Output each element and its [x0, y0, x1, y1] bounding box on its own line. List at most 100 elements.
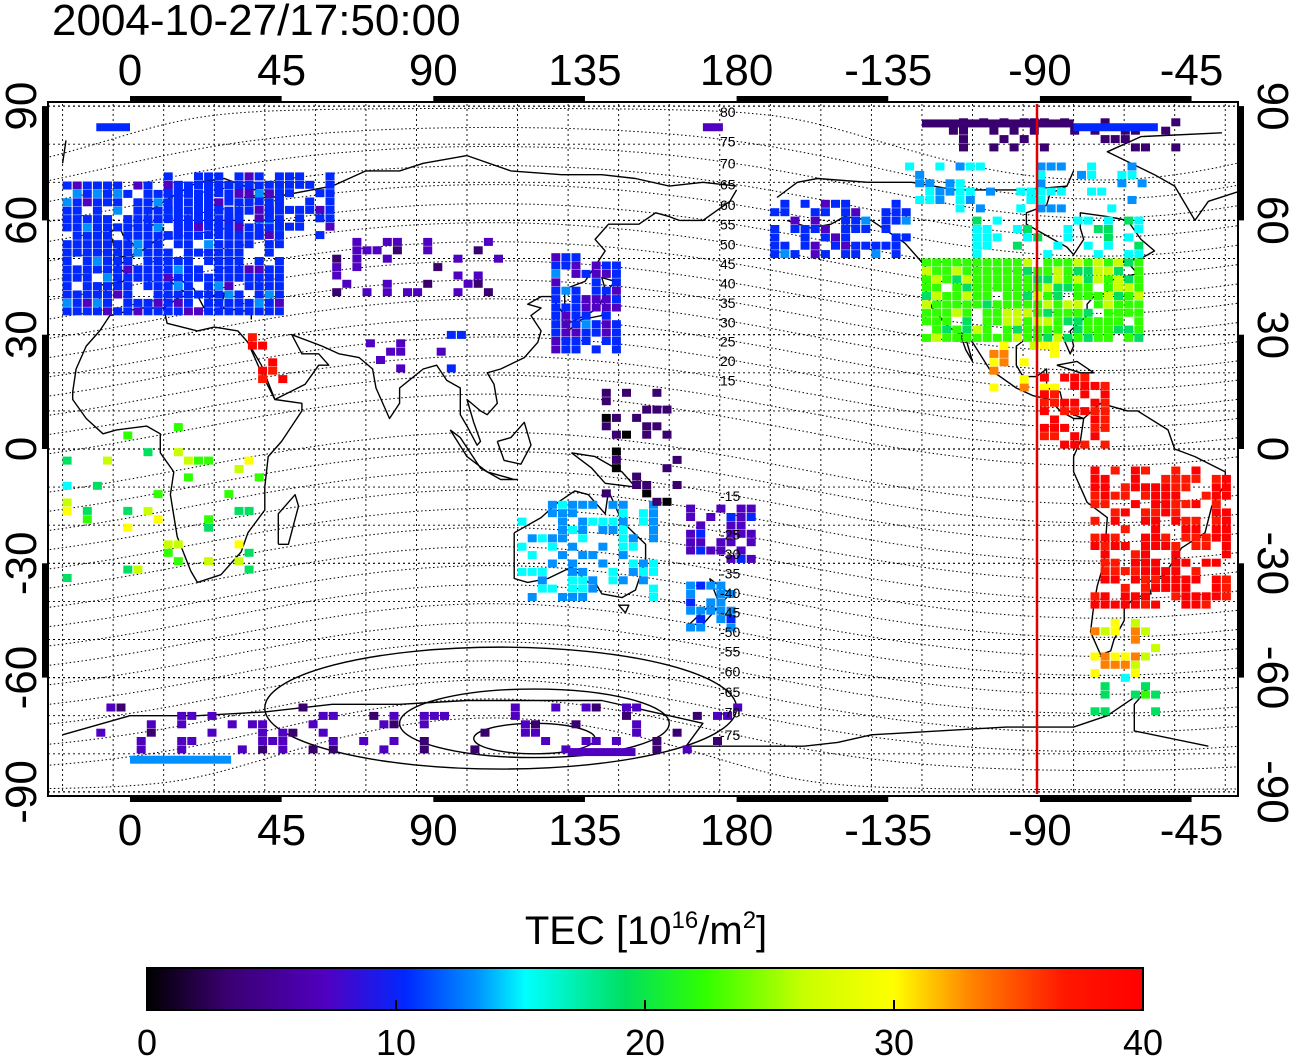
tec-cell — [244, 189, 254, 198]
tec-cell — [254, 181, 264, 190]
frame-bar-top — [433, 96, 585, 102]
tec-cell — [618, 542, 628, 551]
tec-cell — [1137, 179, 1147, 188]
tec-cell — [999, 341, 1009, 350]
tec-cell — [1060, 423, 1070, 432]
tec-cell — [1141, 143, 1150, 152]
tec-cell — [1103, 216, 1113, 225]
tec-cell — [1124, 216, 1134, 225]
tec-cell — [204, 290, 214, 299]
tec-cell — [922, 283, 931, 292]
tec-cell — [359, 737, 369, 745]
colorbar-title-end: ] — [756, 909, 768, 953]
tec-cell — [274, 273, 284, 282]
tec-cell — [62, 248, 72, 257]
tec-cell — [274, 298, 284, 307]
tec-cell — [726, 590, 736, 598]
tec-cell — [1211, 525, 1221, 534]
tec-cell — [1083, 283, 1093, 292]
tec-cell — [214, 172, 224, 181]
tec-cell — [527, 534, 537, 543]
tec-cell — [1026, 196, 1036, 204]
tec-cell — [1093, 258, 1103, 267]
tec-cell — [568, 526, 578, 534]
tec-cell — [1110, 627, 1120, 636]
tec-cell — [1141, 575, 1150, 584]
tec-cell — [113, 290, 123, 299]
tec-cell — [1083, 325, 1093, 334]
tec-cell — [173, 265, 183, 274]
tec-cell — [386, 347, 396, 356]
tec-cell — [224, 257, 234, 265]
tec-cell — [992, 333, 1002, 342]
contour-line — [48, 660, 1238, 734]
tec-cell — [1093, 225, 1103, 233]
tec-cell — [1120, 491, 1130, 500]
tec-cell — [274, 172, 284, 181]
tec-cell — [982, 317, 992, 326]
tec-cell — [136, 745, 146, 754]
tec-cell — [770, 233, 780, 242]
tec-cell — [841, 233, 851, 242]
tec-cell — [163, 172, 173, 181]
tec-cell — [1023, 333, 1033, 342]
tec-cell — [581, 337, 591, 345]
tec-cell — [1181, 500, 1191, 509]
tec-cell — [686, 598, 696, 607]
tec-cell — [1103, 317, 1113, 326]
tec-cell — [652, 422, 662, 431]
tec-cell — [1141, 652, 1150, 661]
tec-cell — [62, 481, 72, 490]
tec-cell — [1002, 333, 1012, 342]
tec-cell — [736, 546, 746, 555]
tec-cell — [72, 290, 82, 299]
tec-cell — [1134, 225, 1144, 233]
tec-cell — [1221, 583, 1231, 592]
contour-line — [48, 565, 1238, 638]
tec-cell — [204, 515, 214, 524]
tec-cell — [622, 703, 631, 712]
tec-cell — [194, 197, 203, 206]
tec-cell — [713, 737, 722, 745]
tec-cell — [183, 231, 193, 240]
tec-cell — [1181, 516, 1191, 525]
tec-cell — [1080, 407, 1090, 416]
tec-cell — [922, 266, 931, 275]
tec-cell — [1063, 233, 1073, 242]
tec-cell — [1161, 126, 1171, 135]
tec-cell — [133, 231, 143, 240]
tec-cell — [92, 198, 102, 207]
tec-cell — [1114, 292, 1123, 300]
tec-cell — [214, 298, 224, 307]
tec-cell — [103, 181, 112, 190]
tec-cell — [571, 269, 581, 278]
tec-cell — [254, 223, 264, 232]
tec-cell — [315, 231, 325, 240]
tec-cell — [510, 711, 520, 720]
tec-cell — [1211, 500, 1221, 509]
tec-cell — [224, 307, 234, 316]
tec-cell — [551, 295, 561, 304]
tec-cell — [561, 337, 571, 345]
tec-cell — [264, 282, 274, 291]
tec-cell — [278, 737, 288, 745]
tec-cell — [962, 317, 972, 326]
tec-cell — [62, 265, 72, 274]
frame-bar-bottom — [736, 796, 889, 802]
tec-cell — [780, 199, 790, 208]
tec-cell — [234, 231, 244, 240]
tec-cell — [982, 266, 992, 275]
tec-cell — [173, 240, 183, 249]
tec-cell — [935, 187, 945, 196]
tec-cell — [810, 250, 820, 259]
tec-cell — [264, 290, 274, 299]
tec-cell — [234, 298, 244, 307]
tec-cell — [716, 581, 726, 590]
tec-cell — [1023, 300, 1033, 309]
tec-cell — [871, 241, 881, 250]
tec-cell — [244, 223, 254, 232]
tec-cell — [204, 240, 214, 249]
tec-cell — [133, 215, 143, 224]
tec-cell — [183, 215, 193, 224]
tec-cell — [1191, 500, 1201, 509]
